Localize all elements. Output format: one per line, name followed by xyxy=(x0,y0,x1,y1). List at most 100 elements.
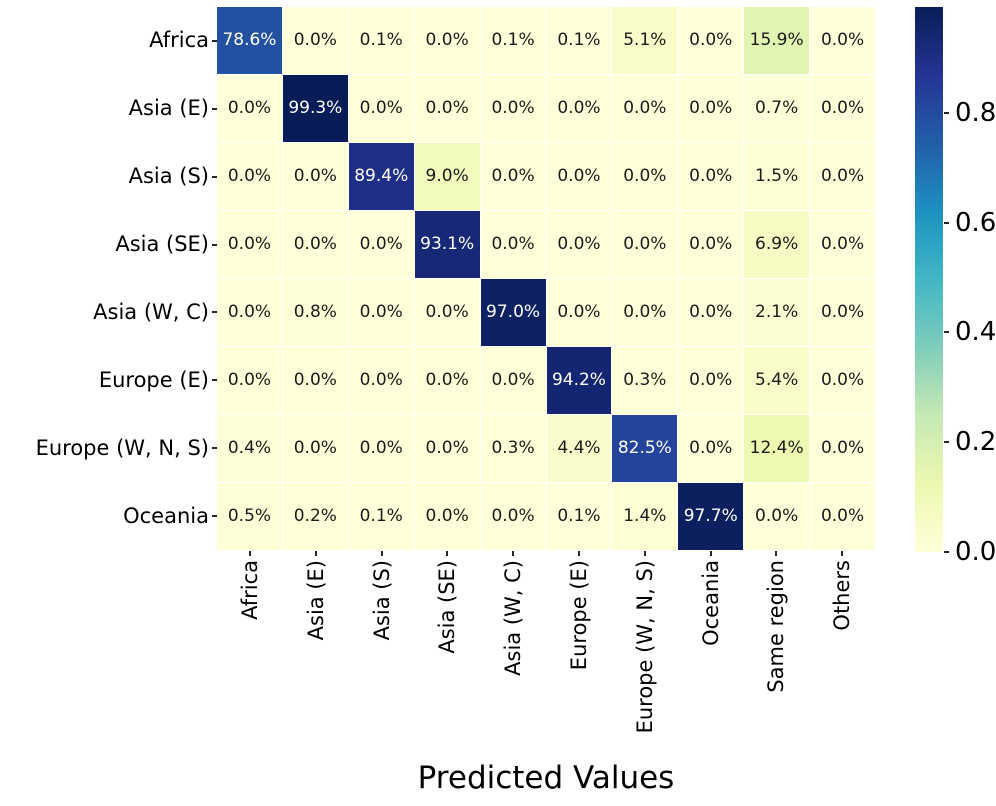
heatmap-cell: 0.0% xyxy=(612,211,678,278)
heatmap-cell: 97.7% xyxy=(678,483,744,550)
heatmap-cell: 1.5% xyxy=(744,143,810,210)
heatmap-cell: 0.0% xyxy=(678,279,744,346)
heatmap-cell: 0.0% xyxy=(348,347,414,414)
heatmap-cell: 0.3% xyxy=(612,347,678,414)
y-tick-label: Asia (E) xyxy=(0,75,217,143)
heatmap-cell: 82.5% xyxy=(612,415,678,482)
colorbar-tick-mark xyxy=(944,331,949,334)
x-tick-mark xyxy=(314,551,317,556)
x-tick-label: Same region xyxy=(764,560,789,693)
x-axis-labels: Africa Asia (E) Asia (S) Asia (SE) Asia (W, … xyxy=(217,550,875,765)
x-axis-title: Predicted Values xyxy=(417,760,675,796)
heatmap-cell: 0.0% xyxy=(480,483,546,550)
heatmap-cell: 1.4% xyxy=(612,483,678,550)
heatmap-cell: 0.0% xyxy=(282,7,348,74)
heatmap-cell: 0.1% xyxy=(348,483,414,550)
heatmap-cell: 99.3% xyxy=(282,75,348,142)
y-tick-text: Asia (E) xyxy=(128,96,209,121)
heatmap-cell: 0.0% xyxy=(546,279,612,346)
heatmap-cell: 0.0% xyxy=(810,143,875,210)
heatmap-cell: 9.0% xyxy=(414,143,480,210)
y-tick-mark xyxy=(212,39,217,42)
heatmap-cell: 0.0% xyxy=(348,211,414,278)
y-tick-text: Asia (W, C) xyxy=(93,299,209,324)
x-tick-mark xyxy=(380,551,383,556)
y-tick-label: Europe (W, N, S) xyxy=(0,414,217,482)
heatmap-cell: 0.7% xyxy=(744,75,810,142)
heatmap-cell: 0.0% xyxy=(810,415,875,482)
y-tick-text: Asia (SE) xyxy=(115,232,209,257)
colorbar-tick-mark xyxy=(944,221,949,224)
y-tick-label: Asia (SE) xyxy=(0,211,217,279)
heatmap-cell: 0.0% xyxy=(810,7,875,74)
y-tick-mark xyxy=(212,243,217,246)
x-tick-label: Asia (E) xyxy=(303,560,328,641)
heatmap-cell: 94.2% xyxy=(546,347,612,414)
colorbar-tick-mark xyxy=(944,551,949,553)
heatmap-cell: 0.0% xyxy=(810,279,875,346)
heatmap-cell: 0.5% xyxy=(217,483,282,550)
x-tick-mark xyxy=(709,551,712,556)
colorbar-tick-label: 0.6 xyxy=(955,207,996,238)
heatmap-cell: 0.0% xyxy=(546,211,612,278)
heatmap-cell: 0.0% xyxy=(810,75,875,142)
heatmap-cell: 0.0% xyxy=(810,483,875,550)
heatmap-cell: 0.0% xyxy=(217,143,282,210)
heatmap-cell: 0.2% xyxy=(282,483,348,550)
x-tick-label: Asia (SE) xyxy=(435,560,460,654)
y-tick-label: Asia (W, C) xyxy=(0,279,217,347)
colorbar-tick-label: 0.2 xyxy=(955,427,996,458)
heatmap-cell: 0.0% xyxy=(348,415,414,482)
y-tick-text: Europe (E) xyxy=(98,367,209,392)
heatmap-cell: 15.9% xyxy=(744,7,810,74)
heatmap-cell: 0.1% xyxy=(546,7,612,74)
heatmap-grid: 78.6% 0.0% 0.1% 0.0% 0.1% 0.1% 5.1% 0.0% 15.9% 0.… xyxy=(217,7,875,550)
y-axis-labels: Africa Asia (E) Asia (S) Asia (SE) Asia (W, … xyxy=(0,7,217,550)
x-tick-mark xyxy=(446,551,449,556)
y-tick-mark xyxy=(212,379,217,382)
heatmap-cell: 0.3% xyxy=(480,415,546,482)
colorbar-gradient xyxy=(915,7,943,552)
heatmap-cell: 12.4% xyxy=(744,415,810,482)
y-tick-mark xyxy=(212,447,217,450)
y-tick-label: Oceania xyxy=(0,482,217,550)
heatmap-cell: 0.0% xyxy=(480,143,546,210)
heatmap-cell: 0.0% xyxy=(810,347,875,414)
x-tick-mark xyxy=(577,551,580,556)
heatmap-cell: 0.0% xyxy=(612,279,678,346)
x-tick-mark xyxy=(775,551,778,556)
heatmap-cell: 0.1% xyxy=(546,483,612,550)
heatmap-cell: 0.0% xyxy=(282,415,348,482)
heatmap-cell: 0.0% xyxy=(217,347,282,414)
x-tick-label: Africa xyxy=(237,560,262,620)
x-tick-mark xyxy=(512,551,515,556)
heatmap-cell: 0.0% xyxy=(480,347,546,414)
heatmap-cell: 0.0% xyxy=(678,211,744,278)
y-tick-text: Oceania xyxy=(123,503,209,528)
y-tick-text: Africa xyxy=(149,28,209,53)
heatmap-cell: 0.0% xyxy=(217,279,282,346)
y-tick-mark xyxy=(212,175,217,178)
heatmap-cell: 5.1% xyxy=(612,7,678,74)
heatmap-cell: 0.0% xyxy=(612,75,678,142)
heatmap-cell: 0.0% xyxy=(282,347,348,414)
heatmap-cell: 4.4% xyxy=(546,415,612,482)
y-tick-text: Europe (W, N, S) xyxy=(35,435,209,460)
heatmap-cell: 0.0% xyxy=(282,211,348,278)
heatmap-cell: 0.0% xyxy=(282,143,348,210)
heatmap-cell: 0.0% xyxy=(480,75,546,142)
y-tick-label: Europe (E) xyxy=(0,346,217,414)
x-tick-label: Europe (W, N, S) xyxy=(632,560,657,734)
y-tick-label: Asia (S) xyxy=(0,143,217,211)
heatmap-cell: 0.0% xyxy=(348,279,414,346)
heatmap-cell: 0.1% xyxy=(348,7,414,74)
x-tick-label: Oceania xyxy=(698,560,723,646)
heatmap-cell: 0.0% xyxy=(744,483,810,550)
x-tick-mark xyxy=(841,551,844,556)
heatmap-cell: 0.0% xyxy=(678,415,744,482)
heatmap-cell: 0.0% xyxy=(612,143,678,210)
heatmap-cell: 0.0% xyxy=(414,483,480,550)
x-tick-mark xyxy=(643,551,646,556)
colorbar: 0.0 0.2 0.4 0.6 0.8 xyxy=(915,7,996,565)
